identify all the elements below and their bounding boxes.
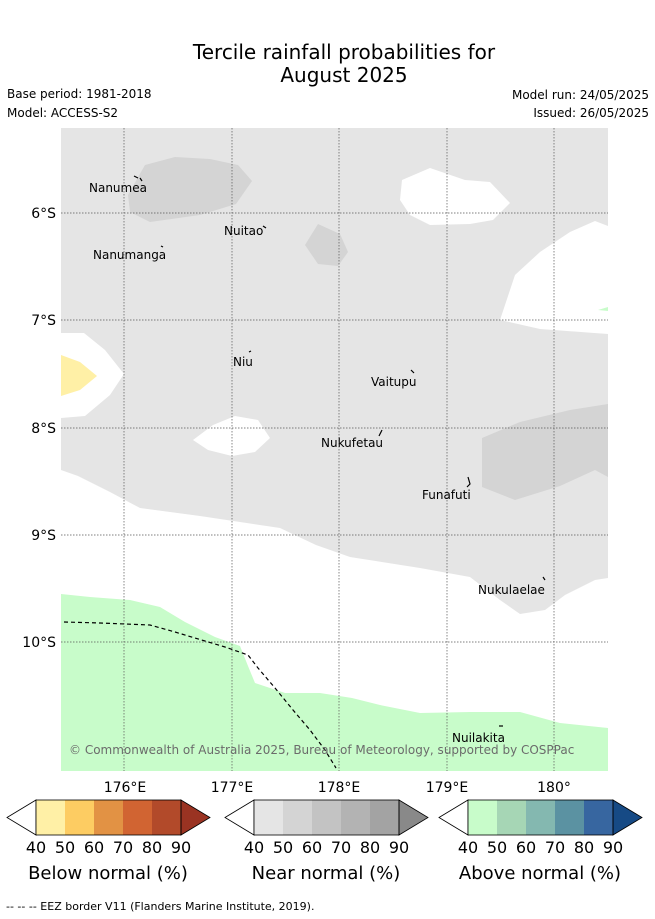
lat-label: 7°S: [31, 313, 56, 329]
colorbar-swatch: [468, 800, 497, 835]
colorbar-swatch: [254, 800, 283, 835]
island-label-nukufetau: Nukufetau: [321, 436, 383, 450]
colorbar-tick-label: 80: [574, 838, 594, 857]
colorbar-tick-label: 40: [458, 838, 478, 857]
colorbar-outline: [467, 799, 614, 836]
colorbar-tick-label: 70: [331, 838, 351, 857]
lat-label: 6°S: [31, 206, 56, 222]
colorbar-swatch: [65, 800, 94, 835]
issued-date: Issued: 26/05/2025: [533, 106, 649, 120]
island-label-nanumea: Nanumea: [89, 181, 147, 195]
model-run: Model run: 24/05/2025: [511, 88, 649, 102]
model-name: Model: ACCESS-S2: [7, 106, 119, 120]
colorbar-swatch: [526, 800, 555, 835]
colorbar-swatch: [152, 800, 181, 835]
colorbar-label-near-normal: Near normal (%): [251, 863, 401, 884]
colorbar-below-normal: 40 50 60 70 80 90: [6, 799, 211, 857]
island-label-funafuti: Funafuti: [422, 488, 471, 502]
latitude-labels: 6°S 7°S 8°S 9°S 10°S: [22, 206, 56, 651]
colorbar-tick-label: 80: [142, 838, 162, 857]
lat-label: 10°S: [22, 635, 56, 651]
lon-label: 180°: [537, 780, 571, 796]
colorbar-label-above-normal: Above normal (%): [458, 863, 622, 884]
colorbar-arrow-high: [180, 799, 211, 836]
colorbar-swatch: [370, 800, 399, 835]
colorbar-tick-label: 90: [389, 838, 409, 857]
map-title-line1: Tercile rainfall probabilities for: [192, 40, 496, 64]
colorbar-tick-label: 90: [603, 838, 623, 857]
colorbar-swatch: [497, 800, 526, 835]
island-shapes: [133, 175, 546, 727]
near-normal-50-region-north: [128, 157, 252, 222]
colorbar-tick-label: 40: [26, 838, 46, 857]
colorbar-above-normal: 40 50 60 70 80 90: [438, 799, 643, 857]
colorbar-arrow-low: [6, 799, 37, 836]
colorbar-arrow-low: [224, 799, 255, 836]
above-normal-fleck: [598, 307, 608, 311]
colorbar-tick-label: 60: [516, 838, 536, 857]
eez-border: [63, 621, 337, 769]
colorbar-swatch: [584, 800, 613, 835]
colorbar-tick-label: 60: [84, 838, 104, 857]
island-label-nanumanga: Nanumanga: [93, 248, 166, 262]
map-frame: [61, 128, 608, 771]
map-title-line2: August 2025: [280, 63, 408, 87]
eez-footnote: -- -- -- EEZ border V11 (Flanders Marine…: [6, 900, 315, 913]
longitude-labels: 176°E 177°E 178°E 179°E 180°: [104, 780, 571, 796]
near-normal-50-region-mid: [305, 224, 348, 266]
base-period: Base period: 1981-2018: [7, 87, 152, 101]
white-hole-central: [193, 416, 270, 456]
near-normal-50-region-east: [482, 404, 608, 500]
below-normal-region: [61, 355, 97, 396]
colorbar-swatch: [312, 800, 341, 835]
colorbar-arrow-low: [438, 799, 469, 836]
colorbar-swatch: [283, 800, 312, 835]
colorbar-tick-label: 50: [55, 838, 75, 857]
colorbar-arrow-high: [612, 799, 643, 836]
near-normal-region: [61, 128, 608, 614]
copyright-notice: © Commonwealth of Australia 2025, Bureau…: [69, 743, 574, 757]
lon-label: 177°E: [211, 780, 254, 796]
lon-label: 176°E: [104, 780, 147, 796]
colorbar-tick-label: 50: [487, 838, 507, 857]
colorbar-tick-label: 80: [360, 838, 380, 857]
colorbar-swatch: [123, 800, 152, 835]
island-label-nuilakita: Nuilakita: [452, 731, 505, 745]
island-label-niu: Niu: [233, 355, 253, 369]
colorbar-outline: [253, 799, 400, 836]
lon-label: 178°E: [318, 780, 361, 796]
colorbar-tick-label: 70: [113, 838, 133, 857]
colorbar-tick-label: 90: [171, 838, 191, 857]
white-hole-north: [400, 168, 510, 225]
lon-label: 179°E: [426, 780, 469, 796]
colorbar-swatch: [36, 800, 65, 835]
colorbar-arrow-high: [398, 799, 429, 836]
colorbar-near-normal: 40 50 60 70 80 90: [224, 799, 429, 857]
colorbar-swatch: [341, 800, 370, 835]
colorbar-tick-label: 50: [273, 838, 293, 857]
colorbar-swatch: [94, 800, 123, 835]
colorbar-tick-label: 60: [302, 838, 322, 857]
lat-label: 8°S: [31, 421, 56, 437]
colorbar-tick-label: 70: [545, 838, 565, 857]
colorbar-label-below-normal: Below normal (%): [28, 863, 188, 884]
colorbar-tick-label: 40: [244, 838, 264, 857]
white-hole-east: [500, 221, 608, 334]
island-labels: Nanumea Nuitao Nanumanga Niu Vaitupu Nuk…: [89, 181, 545, 745]
island-label-nuitao: Nuitao: [224, 224, 263, 238]
colorbar-swatch: [555, 800, 584, 835]
lat-label: 9°S: [31, 528, 56, 544]
colorbar-outline: [35, 799, 182, 836]
gridlines: [61, 128, 608, 771]
island-label-vaitupu: Vaitupu: [371, 375, 417, 389]
island-label-nukulaelae: Nukulaelae: [478, 583, 545, 597]
